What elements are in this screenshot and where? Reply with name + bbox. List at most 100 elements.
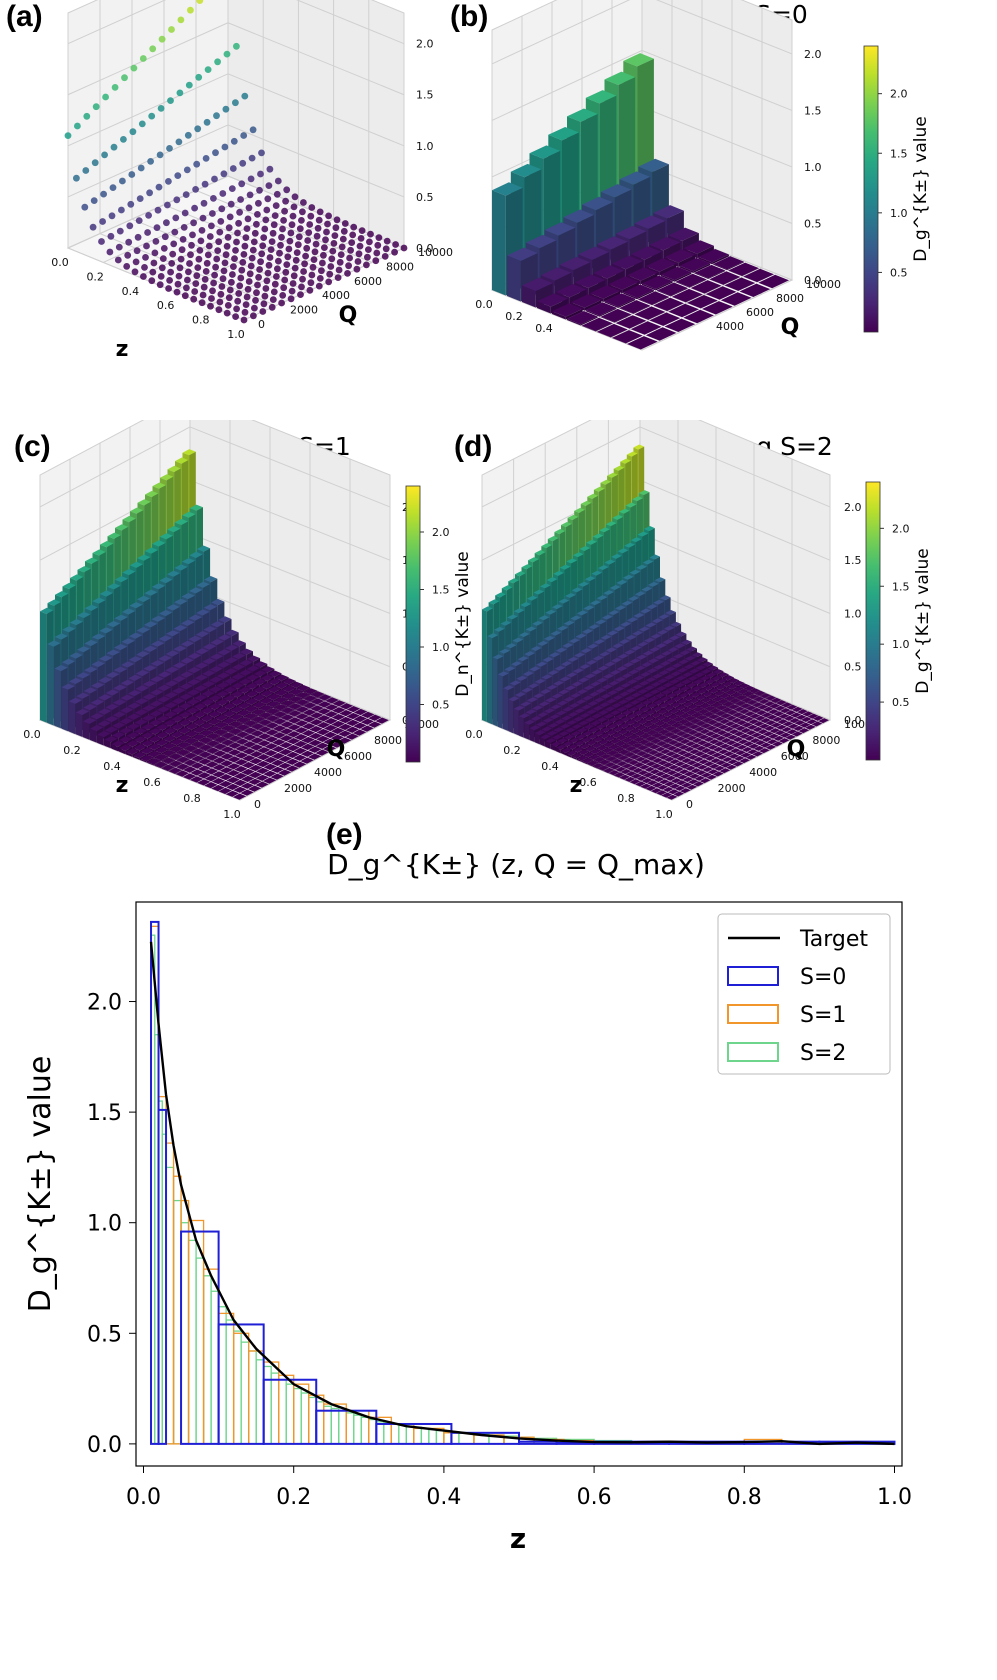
bar-top (287, 717, 302, 724)
bar-side (771, 741, 778, 745)
bar-side (691, 762, 698, 766)
bar-front (322, 749, 330, 752)
data-point (197, 237, 205, 245)
bar-side (315, 742, 322, 747)
bar-top (353, 715, 367, 722)
bar-top (272, 725, 287, 732)
bar-side (301, 715, 309, 720)
bar-top (706, 750, 717, 756)
bar-top (735, 750, 746, 756)
bar-top (702, 717, 713, 723)
data-point (348, 239, 356, 247)
data-point (381, 253, 389, 260)
bar-top (754, 740, 766, 746)
bar-top (176, 749, 191, 756)
bar-top (681, 733, 692, 739)
bar-top (215, 714, 229, 721)
data-point (316, 275, 324, 282)
data-point (135, 217, 143, 225)
bar-top (595, 688, 607, 694)
data-point (177, 255, 185, 263)
bar-front (68, 701, 76, 735)
bar-side (668, 783, 675, 787)
bar-side (279, 727, 287, 732)
bar-side (256, 753, 263, 758)
bar-side (191, 740, 198, 746)
bar-top (669, 708, 680, 714)
bar-top (545, 697, 557, 703)
bar-top (702, 691, 713, 697)
bar-front (288, 706, 296, 711)
bar-top (567, 514, 579, 520)
bar-top (162, 750, 176, 757)
bar-top (715, 735, 727, 741)
colorbar-tick-label: 1.5 (432, 584, 450, 597)
data-point (148, 277, 156, 285)
bar-front (631, 751, 636, 755)
bar-top (238, 678, 252, 685)
bar-top (773, 711, 785, 717)
bar-front (612, 756, 618, 759)
bar-top (574, 652, 585, 658)
bar-front (125, 752, 133, 757)
bar-top (578, 581, 589, 587)
data-point (192, 280, 200, 287)
bar-top (287, 724, 301, 731)
q-tick-label: 6000 (344, 750, 372, 763)
bar-top (242, 748, 256, 755)
bar-top (331, 727, 345, 734)
data-point (392, 241, 399, 248)
bar-top (121, 661, 135, 668)
bar-top (209, 676, 223, 683)
bar-front (714, 744, 719, 747)
data-point (194, 264, 202, 271)
bar-top (675, 780, 687, 786)
bar-front (791, 709, 797, 712)
bar-top (91, 633, 106, 640)
bar-top (725, 715, 737, 721)
data-point (302, 252, 309, 260)
data-point (304, 237, 312, 244)
bar-top (731, 692, 742, 698)
bar-top (170, 731, 184, 738)
bar-front (644, 769, 650, 772)
bar-front (662, 765, 668, 768)
bar-top (127, 702, 141, 709)
bar-front (749, 691, 755, 695)
bar-top (230, 706, 244, 713)
bar-front (279, 738, 287, 742)
bar-top (162, 735, 177, 742)
data-point (273, 190, 281, 198)
bar-front (242, 744, 250, 748)
bar-top (629, 658, 641, 664)
bar-top (637, 688, 649, 694)
bar-side (650, 763, 657, 767)
data-point (224, 233, 232, 241)
bar-front (681, 736, 686, 739)
bar-top (565, 593, 576, 598)
bar-side (638, 764, 645, 768)
bar-side (772, 280, 789, 289)
bar-top (62, 582, 76, 589)
bar-top (677, 725, 688, 731)
bar-top (708, 763, 720, 769)
bar-side (771, 716, 778, 720)
bar-front (259, 708, 266, 713)
data-point (101, 151, 108, 159)
bar-top (690, 768, 702, 774)
data-point (179, 236, 187, 243)
bar-top (293, 747, 307, 754)
bar-top (739, 758, 750, 764)
data-point (290, 272, 298, 280)
bar-top (673, 717, 684, 723)
bar-top (654, 721, 666, 727)
bar-side (765, 720, 771, 724)
bar-top (654, 577, 666, 583)
data-point (156, 281, 164, 289)
bar-top (293, 740, 308, 748)
bar-top (113, 666, 127, 673)
bar-top (588, 727, 600, 733)
bar-side (309, 711, 317, 716)
bar-side (176, 748, 183, 754)
bar-front (256, 771, 263, 775)
